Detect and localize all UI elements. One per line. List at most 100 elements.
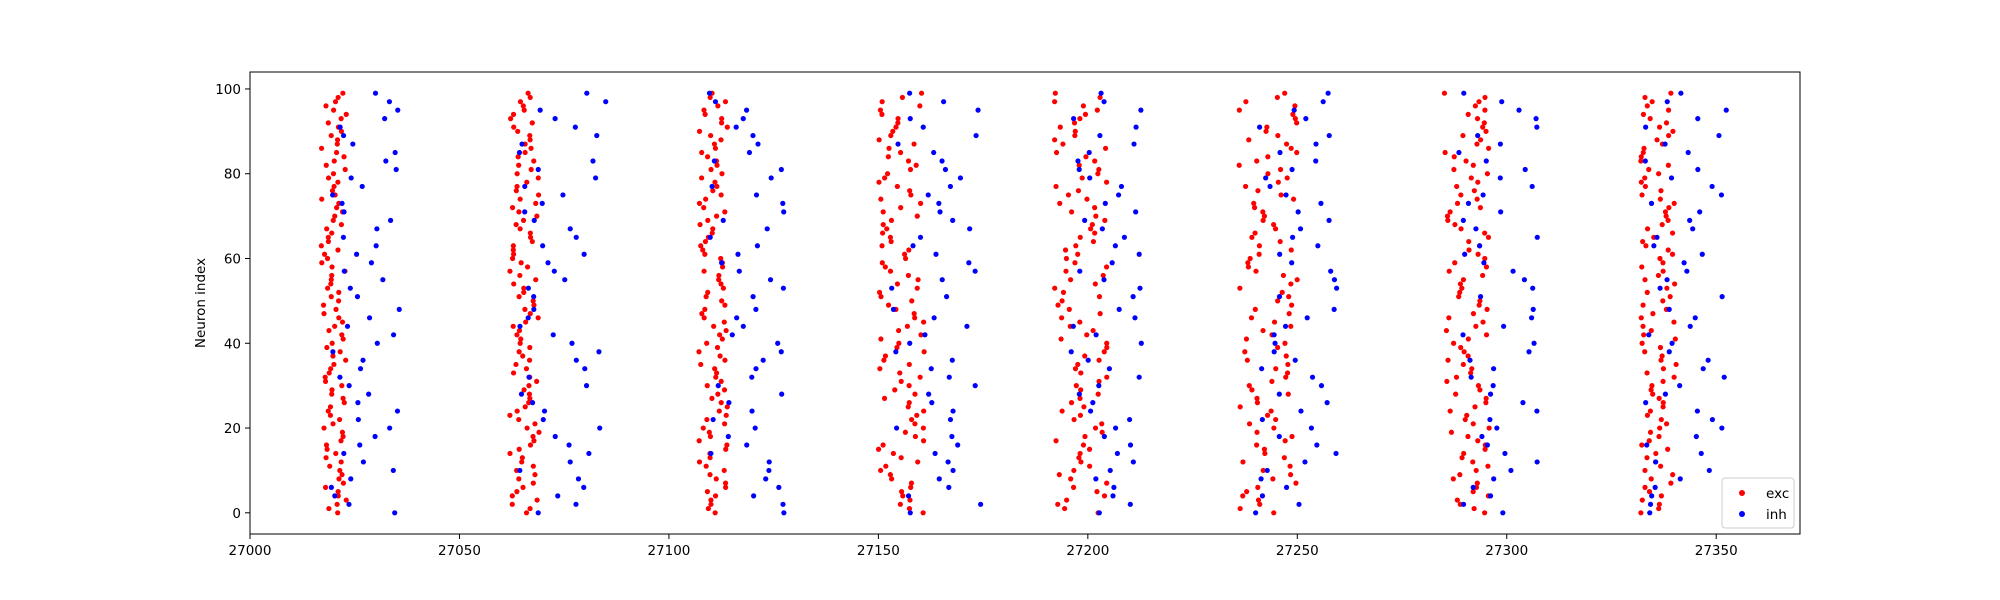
scatter-point-exc <box>884 171 891 177</box>
scatter-point-inh <box>893 349 899 355</box>
scatter-point-inh <box>390 467 396 474</box>
scatter-point-exc <box>1665 217 1671 223</box>
scatter-point-exc <box>894 344 900 351</box>
scatter-point-exc <box>516 349 522 355</box>
scatter-point-exc <box>528 166 534 173</box>
scatter-point-inh <box>328 484 334 490</box>
scatter-point-exc <box>1448 429 1455 435</box>
scatter-point-exc <box>534 213 540 219</box>
scatter-point-exc <box>1254 395 1260 401</box>
scatter-point-exc <box>888 132 894 139</box>
scatter-point-inh <box>1137 285 1143 291</box>
scatter-point-exc <box>907 497 913 503</box>
scatter-point-exc <box>881 395 888 401</box>
scatter-point-exc <box>705 289 711 295</box>
scatter-point-inh <box>973 132 979 139</box>
scatter-point-exc <box>1285 391 1291 397</box>
scatter-point-exc <box>339 429 346 435</box>
scatter-point-exc <box>334 501 340 507</box>
scatter-point-exc <box>1062 505 1068 512</box>
scatter-point-inh <box>767 277 774 283</box>
scatter-point-inh <box>387 425 393 431</box>
scatter-point-exc <box>721 421 728 427</box>
scatter-point-exc <box>1078 459 1084 465</box>
scatter-point-exc <box>1293 480 1299 486</box>
scatter-point-inh <box>537 107 543 113</box>
scatter-point-exc <box>516 416 522 423</box>
scatter-point-exc <box>705 154 711 160</box>
scatter-point-exc <box>518 336 524 342</box>
scatter-point-exc <box>1092 230 1098 236</box>
scatter-point-exc <box>1451 154 1457 160</box>
scatter-point-inh <box>709 183 715 190</box>
scatter-point-exc <box>711 323 717 329</box>
scatter-point-inh <box>1479 433 1485 440</box>
scatter-point-inh <box>740 116 746 122</box>
scatter-point-exc <box>877 107 884 113</box>
scatter-point-exc <box>1456 294 1462 300</box>
scatter-point-exc <box>899 94 906 101</box>
scatter-point-inh <box>1646 332 1652 338</box>
scatter-point-exc <box>1474 141 1480 147</box>
scatter-point-inh <box>936 476 942 482</box>
scatter-point-exc <box>341 154 347 160</box>
scatter-point-exc <box>524 264 531 270</box>
scatter-point-inh <box>1070 323 1076 329</box>
scatter-point-inh <box>1690 226 1696 232</box>
scatter-point-exc <box>1099 429 1105 435</box>
scatter-point-exc <box>529 238 535 245</box>
scatter-point-exc <box>1482 107 1488 113</box>
scatter-point-inh <box>1077 268 1083 274</box>
scatter-point-exc <box>1477 387 1483 393</box>
scatter-point-exc <box>510 243 516 249</box>
scatter-point-exc <box>1672 336 1678 342</box>
scatter-point-exc <box>336 289 342 295</box>
scatter-point-inh <box>1331 306 1337 312</box>
scatter-point-exc <box>718 400 724 406</box>
scatter-point-exc <box>342 166 348 173</box>
scatter-point-inh <box>1116 192 1122 198</box>
scatter-point-exc <box>1450 340 1457 346</box>
scatter-point-exc <box>705 505 711 512</box>
scatter-point-inh <box>366 315 373 321</box>
scatter-point-exc <box>723 327 729 334</box>
scatter-point-inh <box>931 315 937 321</box>
scatter-point-exc <box>1253 268 1259 274</box>
scatter-point-inh <box>753 306 759 312</box>
scatter-point-inh <box>1082 217 1088 223</box>
scatter-point-inh <box>780 501 786 507</box>
scatter-point-exc <box>1278 192 1284 198</box>
scatter-point-exc <box>1638 315 1644 321</box>
scatter-point-inh <box>1677 383 1683 389</box>
scatter-point-exc <box>510 111 517 117</box>
scatter-point-inh <box>529 400 536 406</box>
scatter-point-inh <box>907 340 913 346</box>
scatter-point-exc <box>1673 361 1679 368</box>
scatter-point-inh <box>1114 450 1121 457</box>
scatter-point-exc <box>337 467 343 474</box>
x-tick-label: 27250 <box>1276 543 1319 559</box>
scatter-point-inh <box>392 149 398 156</box>
scatter-point-exc <box>339 383 345 389</box>
scatter-point-inh <box>1651 243 1657 249</box>
scatter-point-exc <box>1475 383 1482 389</box>
scatter-point-inh <box>540 243 546 249</box>
scatter-point-exc <box>1096 378 1102 385</box>
scatter-point-inh <box>541 408 548 414</box>
scatter-point-exc <box>329 340 335 346</box>
scatter-point-exc <box>536 429 542 435</box>
scatter-point-exc <box>1462 416 1468 423</box>
scatter-point-exc <box>1100 272 1106 279</box>
scatter-point-exc <box>1653 450 1659 457</box>
scatter-point-exc <box>1254 442 1260 448</box>
y-tick-label: 0 <box>232 506 241 522</box>
scatter-point-exc <box>1671 319 1677 325</box>
scatter-point-exc <box>329 188 336 194</box>
scatter-point-inh <box>740 323 746 329</box>
scatter-point-exc <box>1092 281 1098 287</box>
scatter-point-exc <box>1071 467 1077 474</box>
scatter-point-inh <box>1075 158 1081 164</box>
scatter-point-exc <box>894 281 901 287</box>
scatter-point-exc <box>510 251 517 257</box>
scatter-point-exc <box>1482 446 1488 452</box>
